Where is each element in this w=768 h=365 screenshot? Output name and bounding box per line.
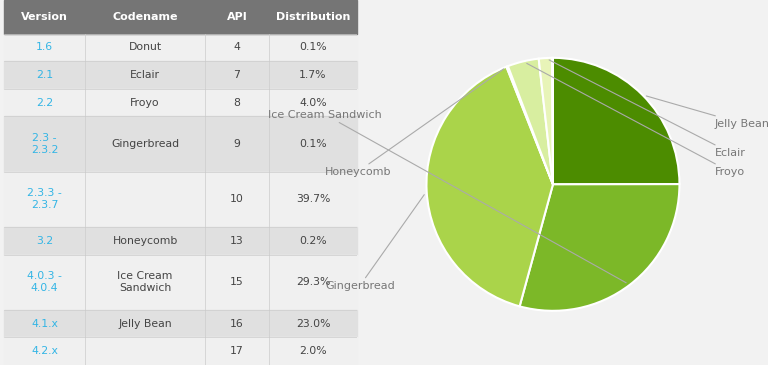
Text: 0.1%: 0.1% [300,139,326,149]
Text: 2.0%: 2.0% [300,346,326,356]
Text: Froyo: Froyo [527,64,745,177]
Text: Jelly Bean: Jelly Bean [118,319,172,328]
Text: 15: 15 [230,277,244,287]
Text: 4.0%: 4.0% [300,97,326,108]
Text: 3.2: 3.2 [36,236,53,246]
Text: 1.7%: 1.7% [300,70,326,80]
Bar [4,310,357,337]
Text: Codename: Codename [112,12,178,22]
Wedge shape [506,66,553,184]
Text: 0.1%: 0.1% [300,42,326,53]
Text: 4.1.x: 4.1.x [31,319,58,328]
Wedge shape [520,184,680,311]
Text: Ice Cream Sandwich: Ice Cream Sandwich [269,110,626,283]
Text: Jelly Bean: Jelly Bean [647,96,768,128]
Text: 2.3.3 -
2.3.7: 2.3.3 - 2.3.7 [27,188,62,211]
Text: 39.7%: 39.7% [296,194,330,204]
Text: Distribution: Distribution [276,12,350,22]
Wedge shape [552,58,553,184]
Wedge shape [553,58,680,184]
Text: Donut: Donut [128,42,162,53]
Wedge shape [538,58,553,184]
Text: Gingerbread: Gingerbread [111,139,179,149]
Text: 7: 7 [233,70,240,80]
Bar [4,0,357,34]
Text: 4.2.x: 4.2.x [31,346,58,356]
Text: Honeycomb: Honeycomb [112,236,178,246]
Text: 4: 4 [233,42,240,53]
Text: 23.0%: 23.0% [296,319,330,328]
Text: Gingerbread: Gingerbread [325,195,424,291]
Wedge shape [426,67,553,306]
Text: 16: 16 [230,319,244,328]
Wedge shape [508,59,553,184]
Bar [4,89,357,116]
Text: 10: 10 [230,194,244,204]
Text: 1.6: 1.6 [36,42,53,53]
Bar [4,227,357,254]
Bar [4,116,357,172]
Text: 4.0.3 -
4.0.4: 4.0.3 - 4.0.4 [27,271,62,293]
Bar [4,172,357,227]
Text: Version: Version [21,12,68,22]
Text: Eclair: Eclair [130,70,161,80]
Bar [4,337,357,365]
Text: 8: 8 [233,97,240,108]
Text: Eclair: Eclair [549,60,746,158]
Bar [4,34,357,61]
Bar [4,61,357,89]
Text: Honeycomb: Honeycomb [325,69,504,177]
Text: 29.3%: 29.3% [296,277,330,287]
Text: 0.2%: 0.2% [300,236,326,246]
Text: Ice Cream
Sandwich: Ice Cream Sandwich [118,271,173,293]
Text: 2.1: 2.1 [36,70,53,80]
Text: 13: 13 [230,236,244,246]
Text: 9: 9 [233,139,240,149]
Text: 2.2: 2.2 [36,97,53,108]
Bar [4,254,357,310]
Text: Froyo: Froyo [131,97,160,108]
Text: 17: 17 [230,346,244,356]
Text: 2.3 -
2.3.2: 2.3 - 2.3.2 [31,133,58,155]
Text: API: API [227,12,247,22]
